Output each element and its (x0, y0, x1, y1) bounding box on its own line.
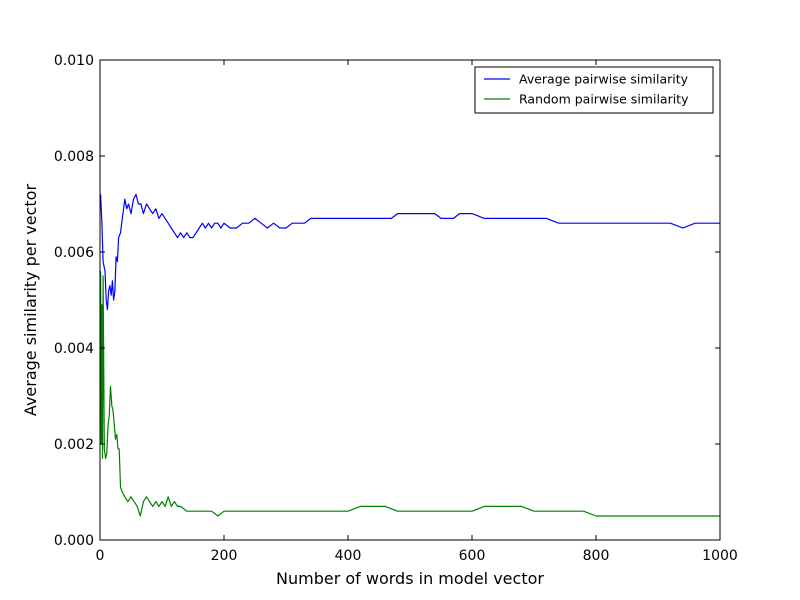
x-axis-label: Number of words in model vector (276, 569, 544, 588)
x-tick-label: 1000 (702, 548, 738, 564)
legend-label-average: Average pairwise similarity (519, 72, 689, 87)
x-tick-label: 0 (96, 548, 105, 564)
x-tick-label: 400 (335, 548, 362, 564)
y-tick-label: 0.004 (54, 341, 94, 357)
x-tick-label: 200 (211, 548, 238, 564)
series-line-random (100, 271, 720, 517)
series-layer (100, 193, 720, 517)
y-tick-label: 0.000 (54, 533, 94, 549)
x-tick-label: 800 (583, 548, 610, 564)
series-line-average (100, 193, 720, 311)
x-tick-label: 600 (459, 548, 486, 564)
legend-box (474, 66, 714, 114)
legend: Average pairwise similarity Random pairw… (474, 66, 714, 114)
y-tick-label: 0.002 (54, 437, 94, 453)
y-tick-label: 0.010 (54, 53, 94, 69)
plot-area-frame (99, 59, 721, 541)
legend-label-random: Random pairwise similarity (519, 92, 689, 107)
ticks-layer: 0 200 400 600 800 1000 0.000 0.002 0.004 0.006 0.0… (54, 53, 738, 564)
y-tick-label: 0.008 (54, 149, 94, 165)
y-axis-label: Average similarity per vector (21, 184, 40, 417)
y-tick-label: 0.006 (54, 245, 94, 261)
